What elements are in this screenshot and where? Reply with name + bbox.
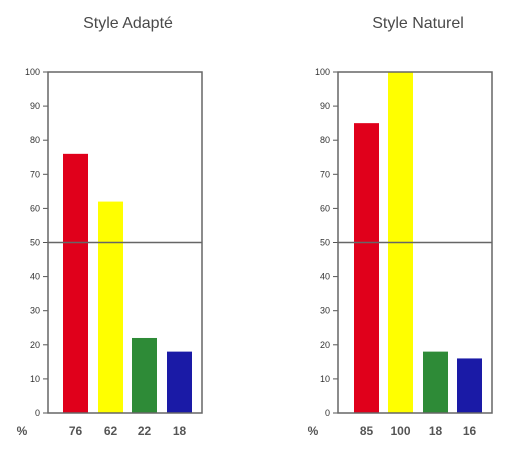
y-tick-label: 60 [30,203,40,213]
y-tick-label: 0 [35,408,40,418]
y-tick-label: 80 [30,135,40,145]
y-axis-unit: % [308,424,319,438]
x-tick-label: 18 [429,424,443,438]
y-tick-label: 0 [325,408,330,418]
y-tick-label: 50 [320,238,330,248]
y-tick-label: 30 [30,306,40,316]
x-tick-label: 100 [390,424,410,438]
bar [132,337,157,413]
y-tick-label: 50 [30,238,40,248]
bar [354,123,379,414]
chart-1: Style Naturel 0 10 20 30 40 50 60 70 80 90 100 85 100… [308,15,493,438]
x-tick-label: 85 [360,424,374,438]
y-tick-label: 60 [320,203,330,213]
y-tick-label: 90 [30,101,40,111]
chart-title: Style Adapté [83,15,173,32]
plot-frame [47,71,203,414]
bar [63,153,88,413]
x-tick-label: 18 [173,424,187,438]
bar [457,358,482,413]
x-tick-label: 16 [463,424,477,438]
x-tick-label: 76 [69,424,83,438]
plot-frame [337,71,493,414]
y-tick-label: 40 [30,272,40,282]
y-tick-label: 10 [30,374,40,384]
x-tick-label: 22 [138,424,152,438]
chart-title: Style Naturel [372,15,464,32]
y-tick-label: 10 [320,374,330,384]
y-tick-label: 70 [30,169,40,179]
bar [423,351,448,413]
y-tick-label: 100 [25,67,40,77]
y-tick-label: 80 [320,135,330,145]
y-tick-label: 90 [320,101,330,111]
y-tick-label: 100 [315,67,330,77]
y-tick-label: 20 [320,340,330,350]
y-tick-label: 70 [320,169,330,179]
y-tick-label: 30 [320,306,330,316]
y-tick-label: 20 [30,340,40,350]
y-axis-unit: % [17,424,28,438]
bar [98,201,123,413]
x-tick-label: 62 [104,424,118,438]
bar [167,351,192,413]
y-tick-label: 40 [320,272,330,282]
chart-0: Style Adapté 0 10 20 30 40 50 60 70 80 90 100 76 62 22… [17,15,203,438]
